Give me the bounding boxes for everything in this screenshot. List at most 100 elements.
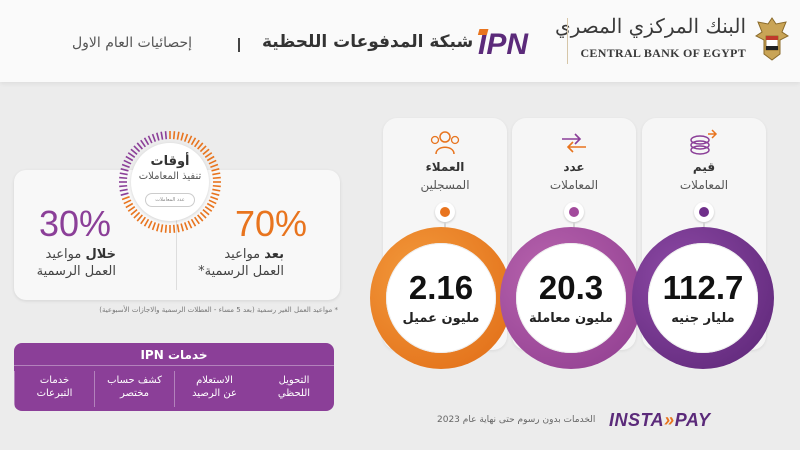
gauge-tick bbox=[204, 152, 213, 158]
gauge-tick bbox=[123, 159, 132, 165]
eagle-emblem-icon bbox=[755, 17, 789, 61]
gauge-tick bbox=[130, 148, 138, 155]
gauge-tick bbox=[190, 137, 197, 146]
gauge-tick bbox=[211, 192, 220, 196]
gauge-tick bbox=[140, 216, 146, 225]
header-divider bbox=[567, 18, 568, 64]
stat-value: 112.7 bbox=[662, 269, 744, 306]
gauge-tick bbox=[208, 199, 217, 205]
cbe-logo: البنك المركزي المصري CENTRAL BANK OF EGY… bbox=[555, 12, 790, 68]
gauge-tick bbox=[147, 135, 153, 144]
gauge-tick bbox=[160, 131, 164, 140]
service-line1: خدمات bbox=[39, 375, 70, 386]
bank-name-arabic: البنك المركزي المصري bbox=[555, 14, 746, 38]
gauge-tick bbox=[212, 176, 221, 180]
gauge-tick bbox=[197, 214, 204, 222]
transfer-arrows-icon bbox=[562, 133, 586, 153]
gauge-center bbox=[131, 143, 209, 221]
instapay-chevrons-icon: » bbox=[664, 410, 675, 430]
gauge-tick bbox=[183, 133, 189, 142]
gauge-tick bbox=[130, 209, 138, 216]
services-title: خدمات IPN bbox=[140, 348, 208, 362]
business-hours-label-rest: مواعيد bbox=[45, 247, 82, 262]
service-line1: الاستعلام bbox=[196, 375, 233, 386]
stat-marker bbox=[694, 202, 714, 222]
gauge-tick bbox=[136, 214, 143, 222]
timing-title: أوقات bbox=[150, 154, 190, 169]
business-hours-label: خلال مواعيد bbox=[46, 247, 116, 262]
gauge-tick bbox=[147, 220, 153, 229]
page-subtitle: إحصائيات العام الاول bbox=[72, 35, 193, 51]
timing-footnote: * مواعيد العمل الغير رسمية (بعد 5 مساء -… bbox=[99, 306, 338, 314]
stat-value: 20.3 bbox=[538, 269, 604, 306]
header: البنك المركزي المصري CENTRAL BANK OF EGY… bbox=[0, 0, 800, 82]
service-line2: التبرعات bbox=[36, 388, 73, 399]
gauge-tick bbox=[121, 195, 130, 201]
instapay-brand-a: INSTA bbox=[609, 410, 665, 430]
title-separator bbox=[238, 38, 240, 52]
stat-label-title: عدد bbox=[563, 160, 585, 174]
gauge-tick bbox=[160, 224, 164, 233]
gauge-tick bbox=[211, 168, 220, 172]
stat-label-sub: المعاملات bbox=[549, 178, 599, 192]
coins-icon bbox=[690, 129, 718, 155]
gauge-tick bbox=[212, 184, 221, 188]
after-hours-label-bold: بعد bbox=[264, 247, 284, 262]
gauge-tick bbox=[119, 184, 128, 188]
gauge-tick bbox=[143, 137, 150, 146]
gauge-tick bbox=[127, 152, 136, 158]
gauge-tick bbox=[123, 199, 132, 205]
service-item-balance-inquiry: الاستعلام عن الرصيد bbox=[174, 371, 254, 407]
after-hours-label-line2: العمل الرسمية* bbox=[198, 264, 284, 279]
timing-gauge bbox=[119, 131, 221, 233]
gauge-tick bbox=[187, 220, 193, 229]
service-item-instant-transfer: التحويل اللحظي bbox=[254, 371, 334, 407]
gauge-tick bbox=[197, 142, 204, 150]
gauge-tick bbox=[164, 224, 168, 233]
business-hours-percent: 30% bbox=[39, 203, 112, 244]
gauge-tick bbox=[190, 218, 197, 227]
bank-name-english: CENTRAL BANK OF EGYPT bbox=[580, 46, 746, 60]
gauge-tick bbox=[210, 163, 219, 169]
service-line2: مختصر bbox=[119, 388, 150, 399]
timing-subtitle: تنفيذ المعاملات bbox=[138, 171, 202, 182]
gauge-tick bbox=[180, 132, 184, 141]
service-line2: عن الرصيد bbox=[192, 388, 237, 399]
gauge-tick bbox=[172, 131, 176, 140]
stat-value: 2.16 bbox=[408, 269, 474, 306]
gauge-tick bbox=[202, 209, 210, 216]
instapay-brand-b: PAY bbox=[674, 410, 711, 430]
gauge-tick bbox=[164, 131, 168, 140]
business-hours-label-bold: خلال bbox=[85, 247, 116, 262]
stat-unit: مليار جنيه bbox=[671, 311, 735, 326]
gauge-tick bbox=[183, 222, 189, 231]
gauge-tick bbox=[176, 131, 180, 140]
instapay-logo: INSTA»PAY bbox=[609, 410, 711, 431]
gauge-tick bbox=[120, 168, 129, 172]
gauge-tick bbox=[206, 202, 215, 209]
stat-unit: مليون معاملة bbox=[529, 311, 613, 326]
gauge-tick bbox=[156, 132, 160, 141]
gauge-tick bbox=[119, 176, 128, 180]
services-divider bbox=[14, 365, 334, 366]
gauge-tick bbox=[133, 145, 141, 153]
gauge-tick bbox=[120, 192, 129, 196]
stat-circle-customers: 2.16 مليون عميل bbox=[370, 227, 512, 369]
ipn-services-panel: خدمات IPN التحويل اللحظي الاستعلام عن ال… bbox=[14, 343, 334, 411]
stat-circle-values: 112.7 مليار جنيه bbox=[632, 227, 774, 369]
gauge-tick bbox=[208, 159, 217, 165]
gauge-tick bbox=[156, 223, 160, 232]
gauge-tick bbox=[199, 211, 207, 219]
gauge-tick bbox=[212, 188, 221, 192]
gauge-tick bbox=[194, 139, 200, 148]
service-line1: التحويل bbox=[278, 375, 310, 386]
gauge-tick bbox=[119, 172, 128, 176]
gauge-tick bbox=[172, 224, 176, 233]
people-icon bbox=[430, 131, 460, 155]
instapay-free-note: الخدمات بدون رسوم حتى نهاية عام 2023 bbox=[437, 415, 596, 425]
service-line1: كشف حساب bbox=[107, 375, 162, 386]
gauge-tick bbox=[121, 163, 130, 169]
gauge-tick bbox=[127, 206, 136, 212]
gauge-tick bbox=[143, 218, 150, 227]
gauge-tick bbox=[140, 139, 146, 148]
